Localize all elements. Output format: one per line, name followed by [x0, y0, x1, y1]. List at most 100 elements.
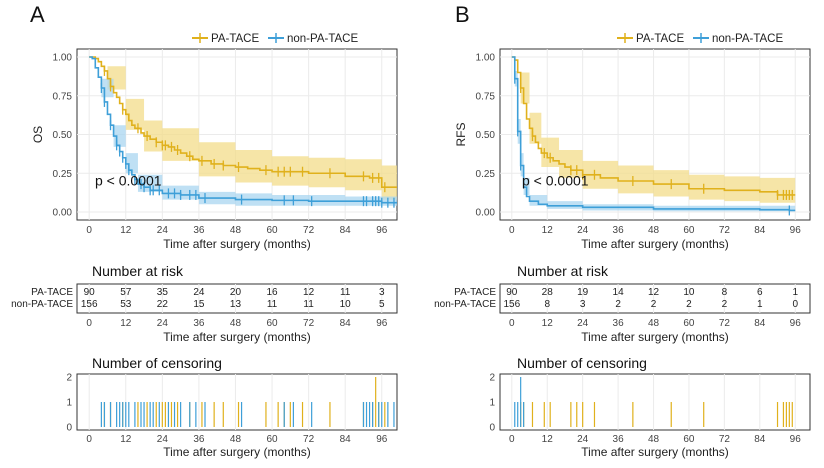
x-tick-label: 60 — [266, 225, 278, 236]
risk-cell: 28 — [542, 287, 554, 298]
risk-cell: 24 — [193, 287, 205, 298]
legend-label-non: non-PA-TACE — [712, 33, 783, 45]
y-axis-label: OS — [31, 126, 45, 143]
risk-cell: 2 — [651, 299, 657, 310]
risk-x-tick: 72 — [303, 318, 315, 329]
risk-cell: 2 — [722, 299, 728, 310]
risk-cell: 20 — [230, 287, 242, 298]
x-tick-label: 84 — [754, 225, 766, 236]
legend-label-non: non-PA-TACE — [287, 33, 358, 45]
risk-cell: 57 — [120, 287, 132, 298]
risk-cell: 22 — [157, 299, 169, 310]
x-tick-label: 24 — [577, 225, 589, 236]
risk-cell: 2 — [686, 299, 692, 310]
risk-x-tick: 12 — [120, 318, 132, 329]
risk-row-label: non-PA-TACE — [11, 299, 73, 310]
ci-band-non — [511, 57, 796, 212]
x-tick-label: 96 — [790, 225, 802, 236]
censor-x-tick: 48 — [648, 434, 660, 445]
x-tick-label: 84 — [340, 225, 352, 236]
risk-frame — [499, 283, 811, 314]
risk-cell: 90 — [84, 287, 96, 298]
censor-frame — [499, 373, 811, 431]
censor-x-tick: 0 — [86, 434, 92, 445]
risk-cell: 156 — [81, 299, 98, 310]
censor-title: Number of censoring — [92, 355, 222, 371]
y-tick-label: 1.00 — [53, 53, 73, 64]
risk-row-label: PA-TACE — [31, 287, 73, 298]
censor-y-tick: 0 — [66, 423, 72, 434]
censor-x-tick: 36 — [193, 434, 205, 445]
km-plot: 0 12 24 36 48 60 72 84 96 0.00 0.25 0.50 0.75 1.00 Tim… — [454, 48, 811, 251]
risk-x-tick: 84 — [754, 318, 766, 329]
risk-x-tick: 24 — [577, 318, 589, 329]
x-tick-label: 48 — [648, 225, 660, 236]
y-axis-label: RFS — [454, 123, 468, 147]
risk-cell: 6 — [757, 287, 763, 298]
legend-label-pa: PA-TACE — [211, 33, 259, 45]
risk-x-label: Time after surgery (months) — [163, 330, 311, 344]
risk-x-tick: 48 — [230, 318, 242, 329]
risk-cell: 53 — [120, 299, 132, 310]
risk-x-tick: 36 — [613, 318, 625, 329]
censor-x-label: Time after surgery (months) — [581, 445, 729, 459]
censor-y-tick: 1 — [66, 398, 72, 409]
risk-cell: 12 — [303, 287, 315, 298]
ci-band-pa — [511, 57, 796, 205]
censor-x-tick: 24 — [157, 434, 169, 445]
censor-x-tick: 0 — [509, 434, 515, 445]
risk-cell: 16 — [266, 287, 278, 298]
x-tick-label: 0 — [509, 225, 515, 236]
risk-cell: 35 — [157, 287, 169, 298]
censor-x-tick: 60 — [683, 434, 695, 445]
x-tick-label: 0 — [86, 225, 92, 236]
risk-x-tick: 96 — [376, 318, 388, 329]
censor-x-tick: 96 — [790, 434, 802, 445]
risk-cell: 8 — [544, 299, 550, 310]
panel-letter: B — [455, 2, 470, 27]
censor-x-tick: 60 — [266, 434, 278, 445]
risk-x-tick: 60 — [266, 318, 278, 329]
x-tick-label: 60 — [683, 225, 695, 236]
risk-x-tick: 48 — [648, 318, 660, 329]
censor-y-tick: 0 — [489, 423, 495, 434]
risk-frame — [76, 283, 398, 314]
risk-x-tick: 72 — [719, 318, 731, 329]
censor-y-tick: 2 — [66, 373, 72, 384]
censor-x-tick: 84 — [340, 434, 352, 445]
censor-y-tick: 1 — [489, 398, 495, 409]
risk-cell: 10 — [340, 299, 352, 310]
risk-row-label: non-PA-TACE — [434, 299, 496, 310]
y-tick-label: 0.00 — [53, 208, 73, 219]
x-axis-label: Time after surgery (months) — [581, 237, 729, 251]
risk-x-tick: 0 — [509, 318, 515, 329]
y-tick-label: 1.00 — [476, 53, 496, 64]
risk-cell: 8 — [722, 287, 728, 298]
x-tick-label: 48 — [230, 225, 242, 236]
risk-cell: 11 — [267, 299, 278, 310]
risk-x-tick: 84 — [340, 318, 352, 329]
y-tick-label: 0.75 — [53, 91, 73, 102]
censor-x-tick: 72 — [719, 434, 731, 445]
x-tick-label: 72 — [719, 225, 731, 236]
risk-cell: 12 — [648, 287, 660, 298]
risk-cell: 156 — [503, 299, 520, 310]
legend: PA-TACE non-PA-TACE — [192, 33, 358, 45]
legend: PA-TACE non-PA-TACE — [617, 33, 783, 45]
risk-x-tick: 36 — [193, 318, 205, 329]
risk-x-tick: 12 — [542, 318, 554, 329]
y-tick-label: 0.50 — [476, 130, 496, 141]
x-tick-label: 96 — [376, 225, 388, 236]
p-value: p < 0.0001 — [522, 173, 589, 189]
x-tick-label: 12 — [120, 225, 132, 236]
risk-x-label: Time after surgery (months) — [581, 330, 729, 344]
y-tick-label: 0.00 — [476, 208, 496, 219]
risk-x-tick: 0 — [86, 318, 92, 329]
legend-label-pa: PA-TACE — [636, 33, 684, 45]
ci-band-pa — [89, 57, 397, 200]
risk-row-label: PA-TACE — [454, 287, 496, 298]
censor-x-tick: 36 — [613, 434, 625, 445]
